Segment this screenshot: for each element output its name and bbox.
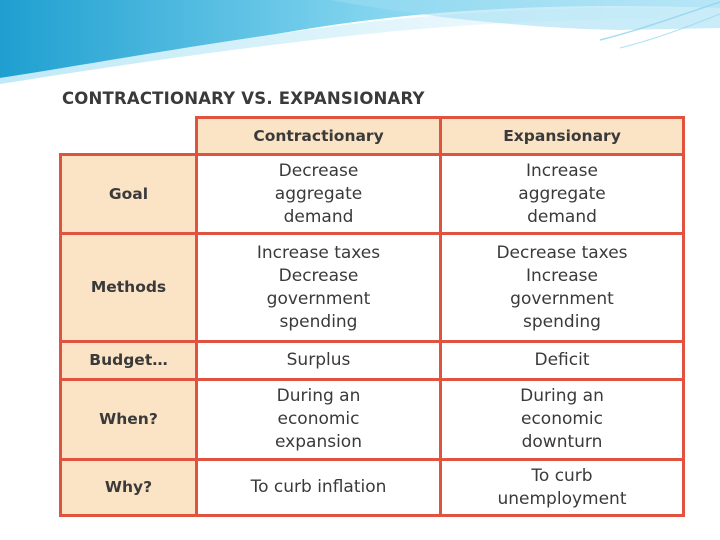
- cell-line: downturn: [521, 432, 603, 452]
- table-row-goal: Goal Decrease aggregate demand Increase …: [59, 153, 685, 235]
- table-row-when: When? During an economic expansion Durin…: [59, 378, 685, 461]
- cell-line: Increase: [526, 160, 598, 181]
- cell-budget-contractionary: Surplus: [195, 340, 442, 381]
- cell-when-expansionary: During an economic downturn: [439, 378, 685, 461]
- cell-line: government: [266, 288, 371, 309]
- row-label-methods: Methods: [59, 232, 198, 343]
- table-title: CONTRACTIONARY VS. EXPANSIONARY: [62, 89, 425, 108]
- cell-line: government: [510, 288, 614, 309]
- row-label-when: When?: [59, 378, 198, 461]
- cell-line: economic: [520, 409, 603, 429]
- column-header-contractionary: Contractionary: [195, 116, 442, 156]
- row-label-budget: Budget…: [59, 340, 198, 381]
- cell-line: During an: [276, 386, 361, 406]
- empty-corner-cell: [60, 117, 198, 156]
- cell-line: economic: [277, 409, 360, 429]
- cell-line: To curb inflation: [250, 477, 387, 497]
- cell-when-contractionary: During an economic expansion: [195, 378, 442, 461]
- cell-line: Decrease taxes: [496, 242, 628, 263]
- cell-methods-contractionary: Increase taxes Decrease government spend…: [195, 232, 442, 343]
- comparison-table: Contractionary Expansionary Goal Decreas…: [59, 116, 685, 517]
- cell-line: expansion: [275, 432, 362, 452]
- cell-line: To curb: [531, 465, 593, 486]
- cell-why-expansionary: To curb unemployment: [439, 458, 685, 517]
- cell-line: Surplus: [286, 350, 351, 370]
- cell-line: aggregate: [274, 183, 363, 204]
- row-label-goal: Goal: [59, 153, 198, 235]
- table-row-budget: Budget… Surplus Deficit: [59, 340, 685, 381]
- cell-goal-expansionary: Increase aggregate demand: [439, 153, 685, 235]
- cell-line: unemployment: [497, 488, 627, 509]
- cell-line: demand: [527, 206, 597, 227]
- cell-line: aggregate: [518, 183, 606, 204]
- cell-methods-expansionary: Decrease taxes Increase government spend…: [439, 232, 685, 343]
- cell-line: Decrease: [278, 265, 359, 286]
- cell-line: demand: [283, 206, 354, 227]
- row-label-why: Why?: [59, 458, 198, 517]
- cell-line: During an: [520, 386, 604, 406]
- cell-why-contractionary: To curb inflation: [195, 458, 442, 517]
- table-header-row: Contractionary Expansionary: [60, 116, 685, 156]
- cell-line: spending: [279, 311, 358, 332]
- decorative-swoosh: [0, 0, 720, 84]
- table-row-why: Why? To curb inflation To curb unemploym…: [59, 458, 685, 517]
- cell-line: Increase: [526, 265, 598, 286]
- cell-goal-contractionary: Decrease aggregate demand: [195, 153, 442, 235]
- table-row-methods: Methods Increase taxes Decrease governme…: [59, 232, 685, 343]
- cell-line: Decrease: [278, 160, 359, 181]
- column-header-expansionary: Expansionary: [439, 116, 685, 156]
- cell-line: spending: [523, 311, 601, 332]
- cell-line: Deficit: [534, 350, 590, 370]
- cell-budget-expansionary: Deficit: [439, 340, 685, 381]
- cell-line: Increase taxes: [256, 242, 381, 263]
